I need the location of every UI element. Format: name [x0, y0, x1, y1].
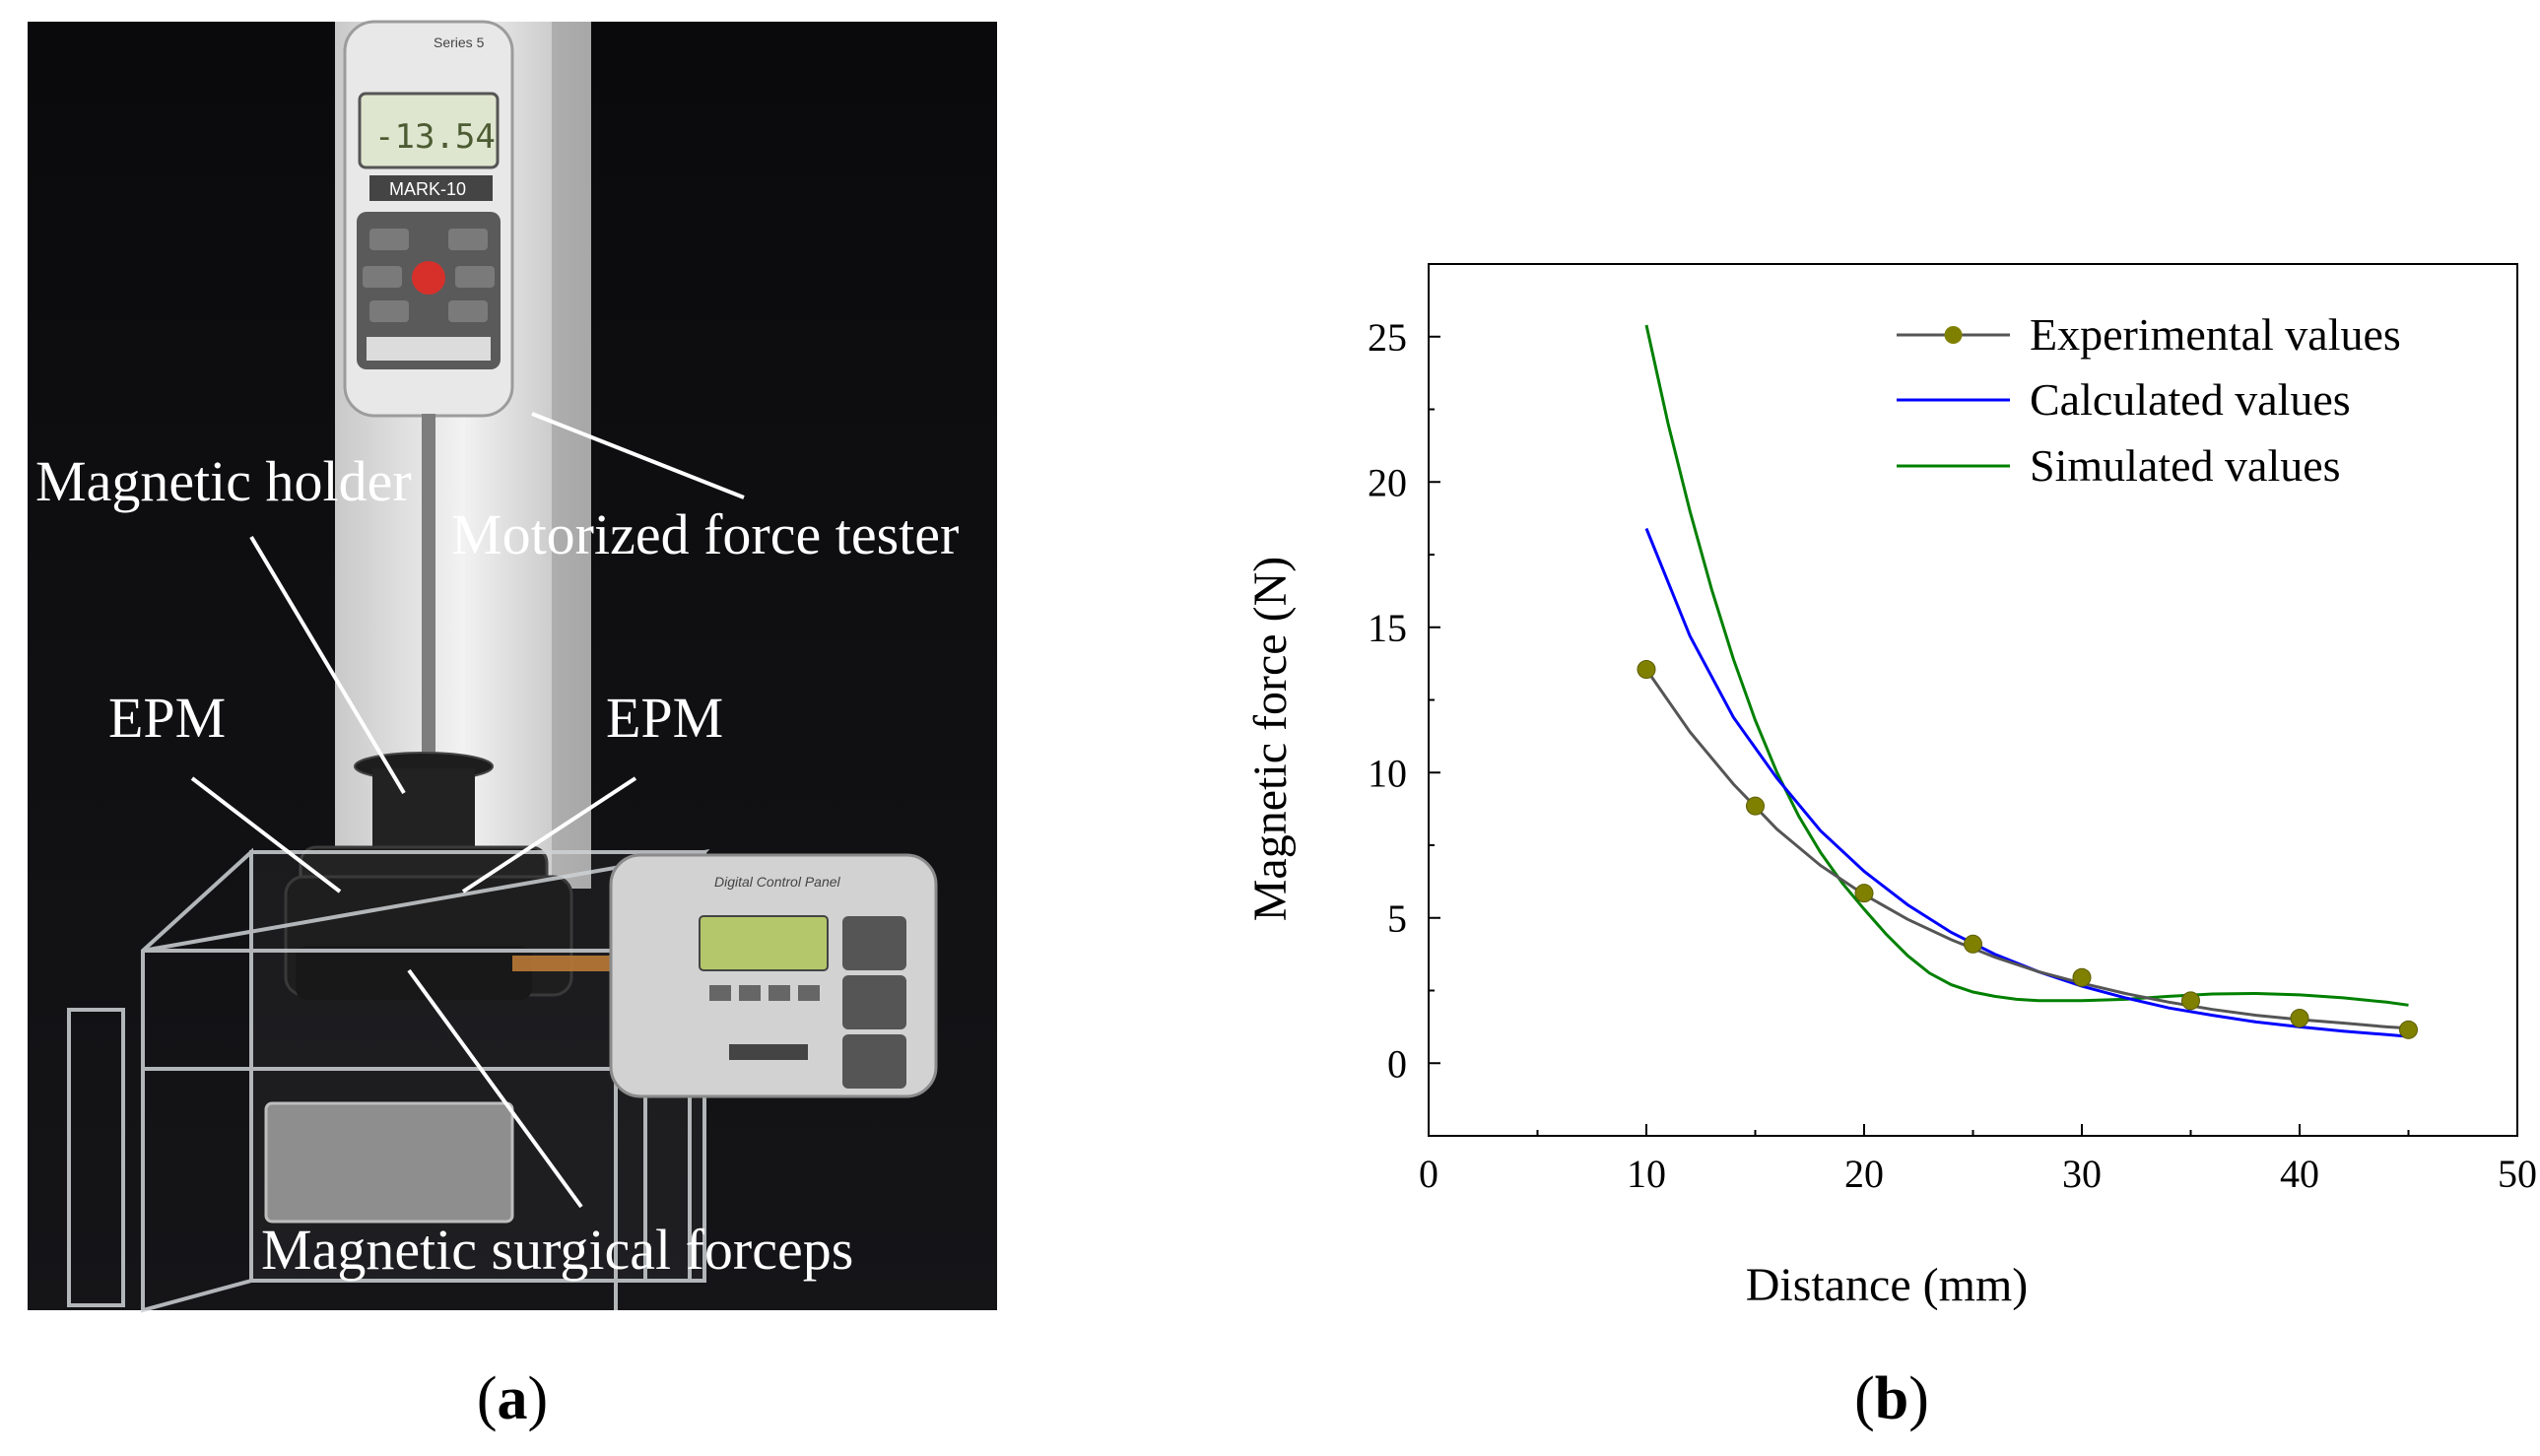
gauge-brand-plate: [369, 175, 493, 201]
x-tick-label: 50: [2498, 1152, 2537, 1196]
panel-label-b: (b): [1854, 1365, 1929, 1432]
label-epm-right: EPM: [606, 686, 723, 750]
digital-control-panel: Digital Control Panel: [609, 853, 938, 1098]
gauge-reading: -13.54: [374, 117, 496, 157]
leader-epm-right: [461, 776, 637, 893]
legend-label: Experimental values: [2030, 309, 2401, 360]
data-point-experimental: [2072, 967, 2092, 987]
data-point-experimental: [1637, 660, 1656, 680]
legend-label: Simulated values: [2030, 440, 2341, 491]
legend-marker-experimental: [1944, 326, 1963, 344]
plot-frame: [1428, 263, 2518, 1137]
leader-forceps: [407, 968, 583, 1209]
base-platform: [264, 1101, 514, 1224]
photo-panel: -13.54 Series 5 MARK-10: [28, 20, 997, 1313]
gauge-power-button: [412, 261, 445, 295]
x-tick-label: 0: [1419, 1152, 1438, 1196]
gauge-series: Series 5: [434, 34, 485, 50]
y-axis-label: Magnetic force (N): [1244, 557, 1297, 921]
plot-area-border: [1428, 263, 2518, 1137]
y-tick-label: 5: [1387, 896, 1407, 941]
control-panel-title: Digital Control Panel: [714, 874, 841, 890]
annotation-leaders: [190, 412, 745, 1209]
x-tick-label: 30: [2062, 1152, 2102, 1196]
x-tick-label: 10: [1627, 1152, 1666, 1196]
gauge-screen: [358, 92, 500, 169]
data-point-experimental: [1964, 934, 1982, 954]
x-axis-label: Distance (mm): [1746, 1259, 2029, 1311]
y-tick-label: 10: [1368, 751, 1407, 795]
y-tick-label: 15: [1368, 606, 1407, 650]
forceps-cable: [512, 956, 631, 971]
data-point-experimental: [1854, 884, 1874, 903]
y-tick-label: 0: [1387, 1041, 1407, 1086]
tester-shaft: [422, 414, 435, 759]
label-epm-left: EPM: [108, 686, 226, 750]
panel-label-a: (a): [477, 1365, 548, 1432]
label-magnetic-surgical-forceps: Magnetic surgical forceps: [261, 1218, 853, 1282]
x-tick-label: 20: [1844, 1152, 1884, 1196]
y-tick-label: 25: [1368, 315, 1407, 360]
gauge-brand: MARK-10: [389, 179, 466, 199]
leader-magnetic-holder: [249, 535, 406, 795]
y-tick-label: 20: [1368, 460, 1407, 504]
leader-motorized-tester: [531, 412, 745, 499]
leader-epm-left: [190, 776, 342, 893]
data-point-experimental: [1746, 796, 1765, 816]
force-gauge: -13.54 Series 5 MARK-10: [343, 20, 514, 418]
legend: Experimental values Calculated values Simu…: [1897, 309, 2401, 491]
series-line-simulated: [1644, 324, 2409, 1007]
control-panel-screen: [699, 915, 829, 971]
series-line-calculated: [1644, 527, 2409, 1038]
series-line-experimental: [1644, 668, 2409, 1030]
y-axis: 0 5 10 15 20 25: [1368, 263, 1440, 1137]
x-tick-label: 40: [2280, 1152, 2319, 1196]
forceps-body: [296, 946, 532, 1000]
x-axis: 0 10 20 30 40 50: [1419, 1124, 2537, 1196]
label-motorized-force-tester: Motorized force tester: [451, 502, 959, 566]
data-point-experimental: [2181, 991, 2200, 1011]
label-magnetic-holder: Magnetic holder: [35, 449, 412, 513]
data-point-experimental: [2290, 1009, 2309, 1028]
chart: 0 10 20 30 40 50 0 5 10 15 20 25 Experimental valu…: [1244, 263, 2537, 1311]
legend-label: Calculated values: [2030, 374, 2351, 425]
data-point-experimental: [2399, 1020, 2418, 1039]
tester-column-edge: [552, 22, 591, 889]
series-layer: [1637, 324, 2418, 1039]
